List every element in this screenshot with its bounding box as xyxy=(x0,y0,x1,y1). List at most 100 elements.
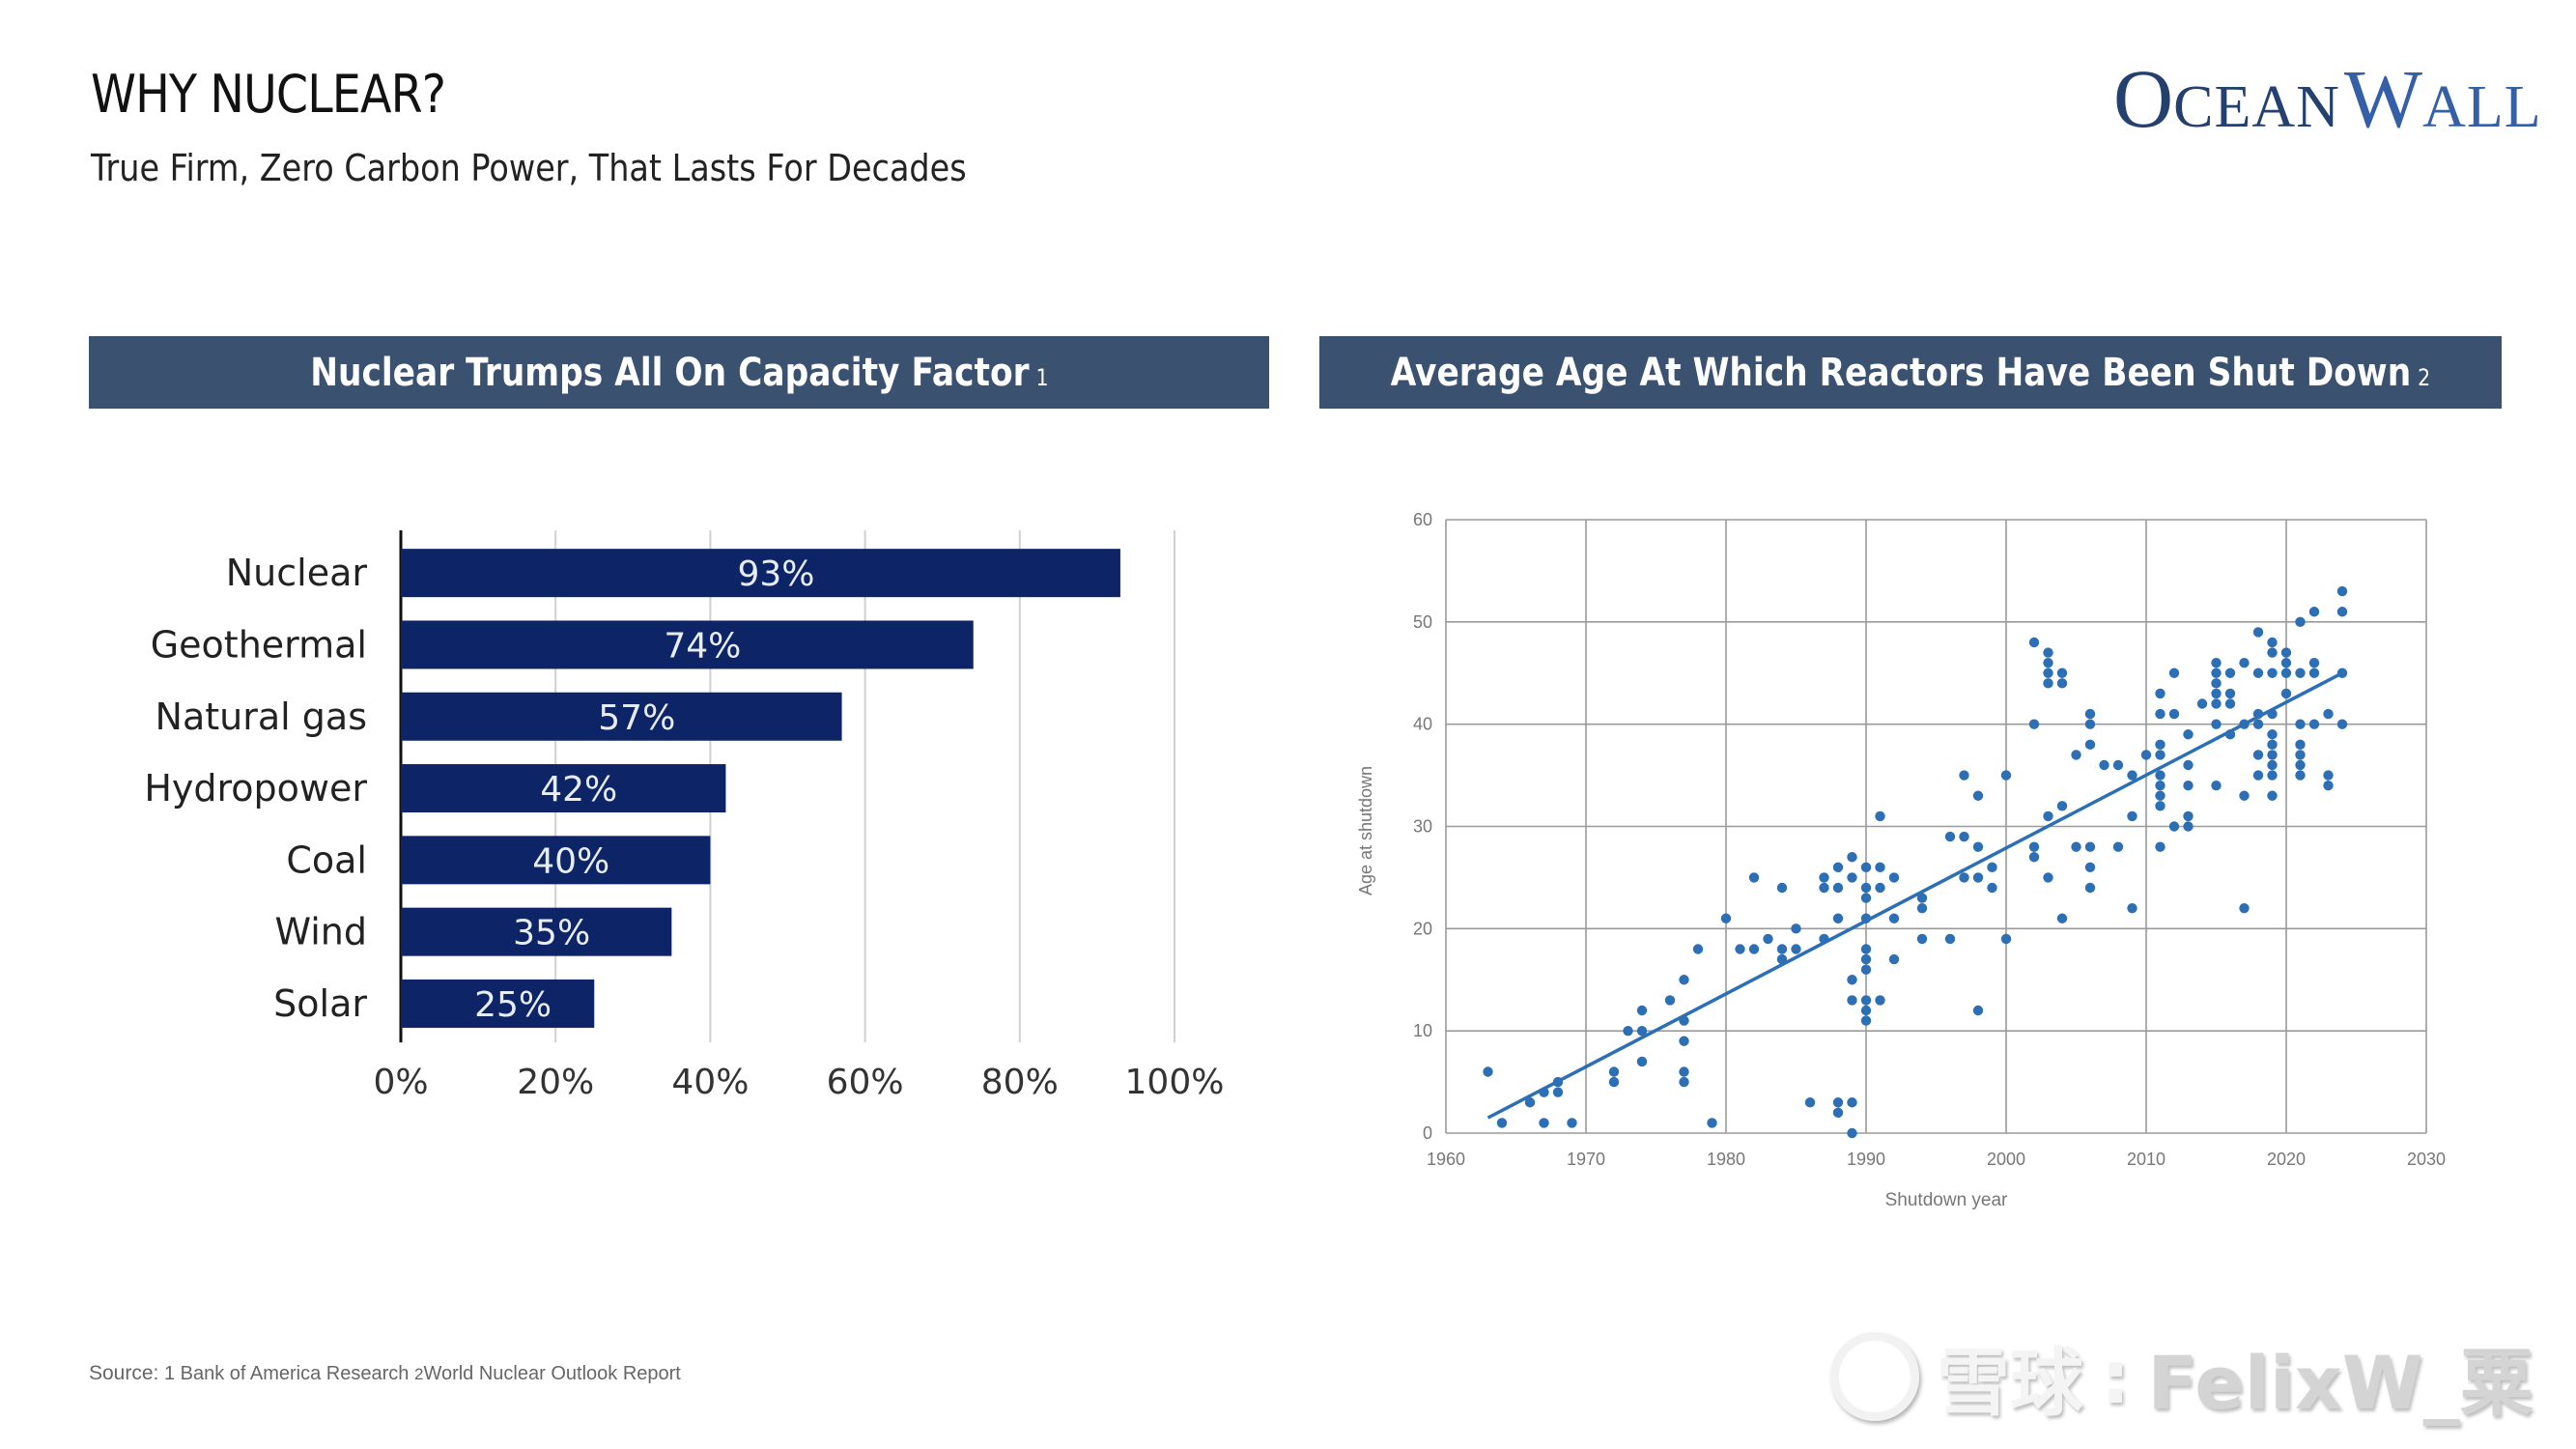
trend-line xyxy=(1486,671,2343,1120)
x-tick-label: 0% xyxy=(373,1063,428,1102)
data-point xyxy=(2323,780,2334,791)
data-point xyxy=(2155,688,2166,699)
data-point xyxy=(2168,668,2180,678)
data-point xyxy=(1567,1118,1577,1128)
bar xyxy=(401,692,842,741)
data-point xyxy=(2028,719,2040,729)
data-point xyxy=(1888,913,1900,923)
data-point xyxy=(1776,944,1788,954)
data-point xyxy=(2127,770,2137,781)
bar xyxy=(401,620,974,669)
source-1: Bank of America Research xyxy=(180,1363,410,1384)
data-point xyxy=(1832,862,1844,873)
x-tick-label: 20% xyxy=(517,1063,594,1102)
data-point xyxy=(2252,668,2264,678)
data-point xyxy=(1763,933,1773,945)
data-point xyxy=(2267,739,2278,751)
data-point xyxy=(2224,668,2236,678)
data-point xyxy=(2168,708,2180,720)
data-point xyxy=(1847,995,1857,1006)
data-point xyxy=(1987,882,1997,894)
bar-value-label: 35% xyxy=(513,914,590,953)
data-point xyxy=(2183,821,2194,832)
data-point xyxy=(2183,729,2194,740)
data-point xyxy=(1847,1097,1857,1108)
data-point xyxy=(2140,750,2152,760)
y-tick-label: 30 xyxy=(1413,817,1432,837)
data-point xyxy=(2056,801,2068,811)
x-axis-title: Shutdown year xyxy=(1885,1190,2008,1210)
shutdown-age-title: Average Age At Which Reactors Have Been … xyxy=(1390,350,2412,395)
data-point xyxy=(2056,678,2068,689)
x-tick-label: 60% xyxy=(827,1063,904,1102)
data-point xyxy=(1875,862,1885,873)
data-point xyxy=(2252,750,2264,760)
data-point xyxy=(1916,893,1928,903)
data-point xyxy=(2155,841,2166,852)
data-point xyxy=(1944,831,1956,842)
data-point xyxy=(1860,893,1872,903)
y-axis-title: Age at shutdown xyxy=(1356,766,1375,895)
data-point xyxy=(2099,759,2109,771)
data-point xyxy=(1608,1066,1620,1077)
data-point xyxy=(1552,1087,1564,1097)
data-point xyxy=(2127,902,2137,914)
data-point xyxy=(1679,1066,1689,1077)
data-point xyxy=(2295,750,2306,760)
data-point xyxy=(2267,790,2278,801)
data-point xyxy=(1959,770,1969,781)
data-point xyxy=(2211,688,2222,699)
data-point xyxy=(1623,1025,1633,1037)
data-point xyxy=(2183,780,2194,791)
x-tick-label: 1980 xyxy=(1707,1150,1745,1169)
data-point xyxy=(1819,882,1829,894)
data-point xyxy=(2295,616,2306,628)
data-point xyxy=(1832,913,1844,923)
bar-value-label: 57% xyxy=(598,698,675,738)
ocean-wall-logo: OCEAN WALL xyxy=(2113,50,2542,147)
bar-value-label: 74% xyxy=(664,626,741,666)
category-label: Geothermal xyxy=(151,623,367,666)
source-2: World Nuclear Outlook Report xyxy=(423,1363,681,1384)
data-point xyxy=(2071,750,2081,760)
bar-value-label: 42% xyxy=(540,770,617,810)
data-point xyxy=(2323,708,2334,720)
data-point xyxy=(2308,668,2320,678)
data-point xyxy=(2224,698,2236,709)
data-point xyxy=(1888,872,1900,883)
x-tick-label: 2000 xyxy=(1987,1150,2025,1169)
data-point xyxy=(1819,872,1829,883)
data-point xyxy=(2295,668,2306,678)
data-point xyxy=(2155,770,2166,781)
data-point xyxy=(1483,1066,1493,1077)
data-point xyxy=(2056,913,2068,923)
data-point xyxy=(1860,953,1872,965)
data-point xyxy=(1875,995,1885,1006)
data-point xyxy=(1860,995,1872,1006)
data-point xyxy=(2252,719,2264,729)
data-point xyxy=(1636,1056,1648,1067)
logo-initial-o: O xyxy=(2113,52,2174,145)
data-point xyxy=(1636,1005,1648,1016)
bar xyxy=(401,836,711,885)
data-point xyxy=(2211,698,2222,709)
data-point xyxy=(2043,872,2053,883)
data-point xyxy=(1860,1015,1872,1026)
data-point xyxy=(1972,841,1984,852)
x-tick-label: 2030 xyxy=(2407,1150,2446,1169)
data-point xyxy=(1847,852,1857,863)
source-num-2: 2 xyxy=(413,1365,424,1383)
data-point xyxy=(1847,1127,1857,1139)
source-label: Source: xyxy=(89,1362,159,1384)
x-tick-label: 1960 xyxy=(1427,1150,1465,1169)
shutdown-age-banner: Average Age At Which Reactors Have Been … xyxy=(1319,336,2502,409)
data-point xyxy=(2308,657,2320,668)
y-tick-label: 0 xyxy=(1423,1123,1432,1143)
data-point xyxy=(2267,729,2278,740)
data-point xyxy=(1875,882,1885,894)
data-point xyxy=(2267,668,2278,678)
data-point xyxy=(2211,668,2222,678)
source-footer: Source: 1 Bank of America Research 2Worl… xyxy=(89,1362,681,1385)
data-point xyxy=(1959,831,1969,842)
x-tick-label: 100% xyxy=(1125,1063,1225,1102)
